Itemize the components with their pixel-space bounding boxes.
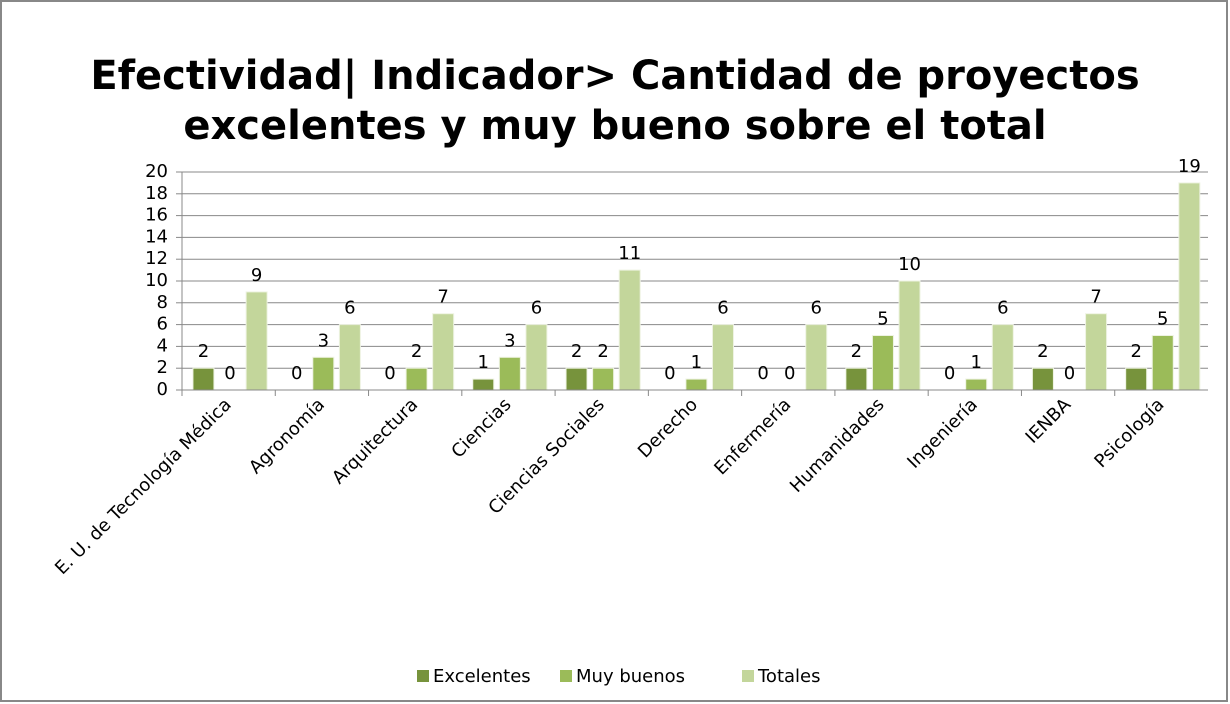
bar [525,324,548,391]
data-label: 3 [504,330,515,351]
data-label: 1 [970,352,981,373]
data-label: 2 [851,341,862,362]
bar [592,367,615,391]
y-tick-label: 14 [145,226,168,247]
chart-title: Efectividad| Indicador> Cantidad de proy… [90,53,1139,100]
legend-swatch [742,670,754,682]
y-tick-label: 0 [157,379,168,400]
data-label: 0 [664,363,675,384]
bar [498,356,521,391]
y-tick-label: 18 [145,183,168,204]
data-label: 1 [478,352,489,373]
bar [965,378,988,391]
bar [1178,182,1201,391]
data-label: 2 [198,341,209,362]
legend-swatch [560,670,572,682]
data-label: 2 [411,341,422,362]
data-label: 6 [997,298,1008,319]
bar [1151,335,1174,391]
bar [845,367,868,391]
data-label: 7 [1090,287,1101,308]
chart-title: excelentes y muy bueno sobre el total [183,103,1046,149]
data-label: 0 [384,363,395,384]
data-label: 6 [811,298,822,319]
data-label: 2 [1130,341,1141,362]
legend-swatch [417,670,429,682]
data-label: 7 [437,287,448,308]
data-label: 10 [898,254,921,275]
bar [1085,313,1108,391]
data-label: 11 [618,243,641,264]
data-label: 0 [224,363,235,384]
legend-label: Excelentes [433,666,531,687]
y-tick-label: 10 [145,270,168,291]
y-tick-label: 20 [145,161,168,182]
bar [432,313,455,391]
bar [338,324,361,391]
data-label: 6 [344,298,355,319]
data-label: 5 [1157,309,1168,330]
data-label: 19 [1178,156,1201,177]
bar [192,367,215,391]
data-label: 0 [291,363,302,384]
data-label: 6 [717,298,728,319]
data-label: 5 [877,309,888,330]
y-tick-label: 12 [145,248,168,269]
y-tick-label: 2 [157,357,168,378]
bar [711,324,734,391]
data-label: 6 [531,298,542,319]
bar [245,291,268,391]
bar [565,367,588,391]
data-label: 0 [757,363,768,384]
bar [898,280,921,391]
bar [1125,367,1148,391]
bar [472,378,495,391]
bar [685,378,708,391]
legend-label: Muy buenos [576,666,685,687]
bar [871,335,894,391]
bar [312,356,335,391]
data-label: 9 [251,265,262,286]
y-tick-label: 8 [157,292,168,313]
bar [618,269,641,391]
y-tick-label: 16 [145,205,168,226]
data-label: 1 [691,352,702,373]
data-label: 0 [784,363,795,384]
y-tick-label: 6 [157,314,168,335]
bar [405,367,428,391]
data-label: 2 [571,341,582,362]
data-label: 2 [597,341,608,362]
bar [1031,367,1054,391]
data-label: 3 [318,330,329,351]
data-label: 2 [1037,341,1048,362]
y-tick-label: 4 [157,335,168,356]
data-label: 0 [944,363,955,384]
legend-label: Totales [757,666,821,687]
bar [991,324,1014,391]
bar [805,324,828,391]
data-label: 0 [1064,363,1075,384]
